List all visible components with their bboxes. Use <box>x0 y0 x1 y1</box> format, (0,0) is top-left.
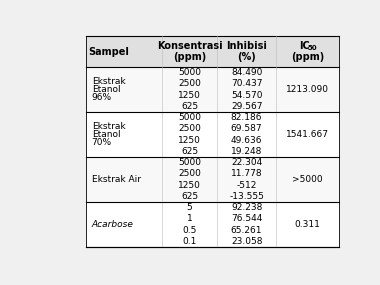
Text: 5000: 5000 <box>178 113 201 122</box>
Text: 2500: 2500 <box>178 80 201 88</box>
Text: 65.261: 65.261 <box>231 226 262 235</box>
Text: 625: 625 <box>181 147 198 156</box>
Text: Inhibisi: Inhibisi <box>226 41 267 51</box>
Text: Sampel: Sampel <box>89 47 130 57</box>
Bar <box>86 36 339 67</box>
Text: 1250: 1250 <box>178 91 201 100</box>
Text: (%): (%) <box>237 52 256 62</box>
Text: Etanol: Etanol <box>92 130 120 139</box>
Text: 2500: 2500 <box>178 125 201 133</box>
Bar <box>86 112 339 157</box>
Text: 22.304: 22.304 <box>231 158 262 167</box>
Text: (ppm): (ppm) <box>173 52 206 62</box>
Text: 1250: 1250 <box>178 136 201 145</box>
Text: Etanol: Etanol <box>92 85 120 94</box>
Text: (ppm): (ppm) <box>291 52 324 62</box>
Bar <box>86 67 339 112</box>
Text: -13.555: -13.555 <box>229 192 264 201</box>
Text: 50: 50 <box>308 45 318 51</box>
Text: 76.544: 76.544 <box>231 214 262 223</box>
Text: Ekstrak: Ekstrak <box>92 122 125 131</box>
Text: 69.587: 69.587 <box>231 125 263 133</box>
Text: 1213.090: 1213.090 <box>286 85 329 94</box>
Text: -512: -512 <box>236 181 257 190</box>
Text: 1541.667: 1541.667 <box>286 130 329 139</box>
Text: 5000: 5000 <box>178 68 201 77</box>
Bar <box>86 157 339 202</box>
Text: Konsentrasi: Konsentrasi <box>157 41 222 51</box>
Text: 0.1: 0.1 <box>182 237 197 246</box>
Text: 19.248: 19.248 <box>231 147 262 156</box>
Text: 1: 1 <box>187 214 193 223</box>
Text: 82.186: 82.186 <box>231 113 262 122</box>
Text: 0.5: 0.5 <box>182 226 197 235</box>
Bar <box>86 202 339 247</box>
Text: 11.778: 11.778 <box>231 170 263 178</box>
Text: 0.311: 0.311 <box>294 220 320 229</box>
Text: 23.058: 23.058 <box>231 237 262 246</box>
Text: 70.437: 70.437 <box>231 80 262 88</box>
Text: 1250: 1250 <box>178 181 201 190</box>
Text: 96%: 96% <box>92 93 112 102</box>
Text: 29.567: 29.567 <box>231 102 262 111</box>
Text: 2500: 2500 <box>178 170 201 178</box>
Text: IC: IC <box>299 41 310 51</box>
Text: 92.238: 92.238 <box>231 203 262 212</box>
Text: 625: 625 <box>181 102 198 111</box>
Text: 70%: 70% <box>92 139 112 147</box>
Text: Ekstrak Air: Ekstrak Air <box>92 175 141 184</box>
Text: 625: 625 <box>181 192 198 201</box>
Text: Ekstrak: Ekstrak <box>92 77 125 86</box>
Text: 5: 5 <box>187 203 193 212</box>
Text: >5000: >5000 <box>292 175 323 184</box>
Text: 49.636: 49.636 <box>231 136 262 145</box>
Text: 84.490: 84.490 <box>231 68 262 77</box>
Text: 54.570: 54.570 <box>231 91 262 100</box>
Text: 5000: 5000 <box>178 158 201 167</box>
Text: Acarbose: Acarbose <box>92 220 133 229</box>
